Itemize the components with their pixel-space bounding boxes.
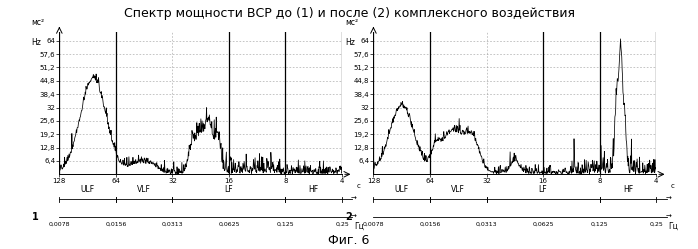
Text: 0,25: 0,25	[649, 222, 663, 227]
Text: 0,0313: 0,0313	[476, 222, 497, 227]
Text: Гц: Гц	[669, 222, 678, 231]
Text: Hz: Hz	[31, 38, 41, 47]
Text: 0,0625: 0,0625	[218, 222, 239, 227]
Text: 0,25: 0,25	[335, 222, 349, 227]
Text: мс²: мс²	[345, 18, 358, 27]
Text: LF: LF	[539, 185, 547, 194]
Text: HF: HF	[623, 185, 633, 194]
Text: 2: 2	[346, 212, 352, 222]
Text: с: с	[356, 183, 360, 189]
Text: LF: LF	[225, 185, 233, 194]
Text: HF: HF	[309, 185, 319, 194]
Text: →: →	[351, 196, 357, 202]
Text: 0,125: 0,125	[591, 222, 609, 227]
Text: с: с	[670, 183, 674, 189]
Text: →: →	[665, 196, 671, 202]
Text: Спектр мощности ВСР до (1) и после (2) комплексного воздействия: Спектр мощности ВСР до (1) и после (2) к…	[124, 7, 574, 20]
Text: ULF: ULF	[80, 185, 95, 194]
Text: 0,0156: 0,0156	[105, 222, 126, 227]
Text: ULF: ULF	[394, 185, 409, 194]
Text: 0,0078: 0,0078	[49, 222, 70, 227]
Text: 1: 1	[31, 212, 38, 222]
Text: 0,0313: 0,0313	[162, 222, 183, 227]
Text: Гц: Гц	[355, 222, 364, 231]
Text: →: →	[665, 214, 671, 220]
Text: Фиг. 6: Фиг. 6	[328, 234, 370, 247]
Text: 0,125: 0,125	[276, 222, 295, 227]
Text: 0,0625: 0,0625	[533, 222, 554, 227]
Text: →: →	[351, 214, 357, 220]
Text: мс²: мс²	[31, 18, 44, 27]
Text: Hz: Hz	[345, 38, 355, 47]
Text: VLF: VLF	[452, 185, 465, 194]
Text: VLF: VLF	[138, 185, 151, 194]
Text: 0,0156: 0,0156	[419, 222, 440, 227]
Text: 0,0078: 0,0078	[363, 222, 384, 227]
